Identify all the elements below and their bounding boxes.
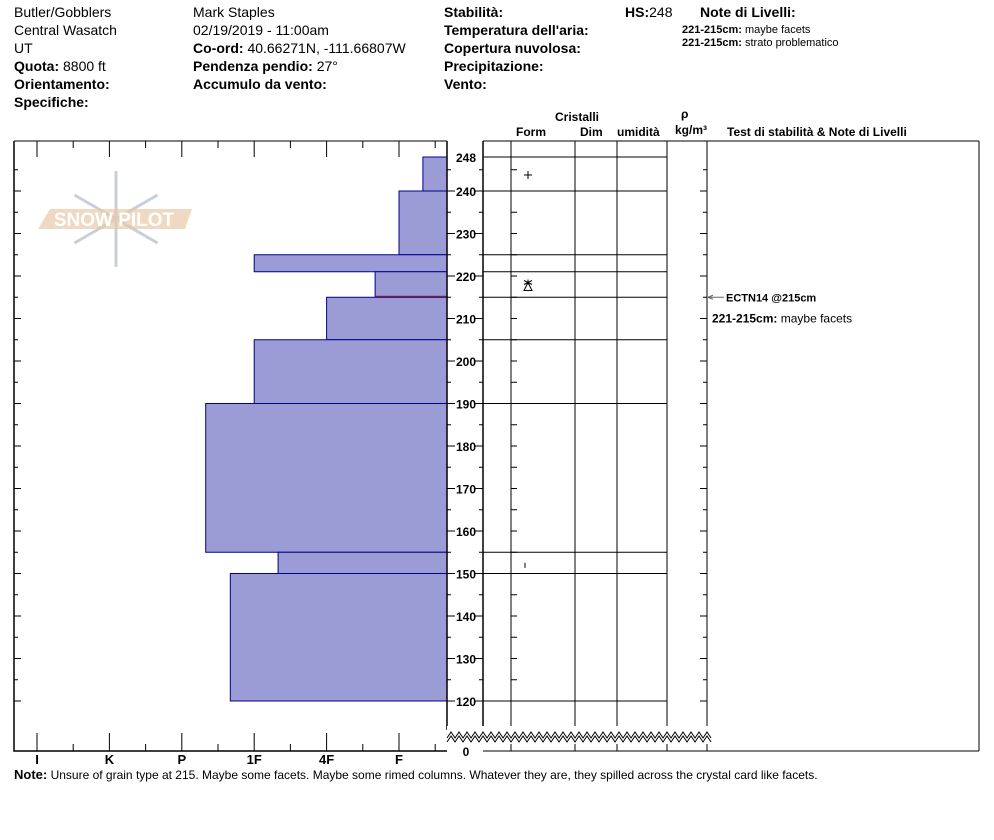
observer: Mark Staples: [193, 4, 275, 20]
hardness-bar: [253, 254, 448, 273]
footer-note: Note: Unsure of grain type at 215. Maybe…: [14, 767, 818, 782]
range: Central Wasatch: [14, 22, 117, 38]
snow-height: HS:248: [625, 4, 673, 20]
depth-label: 160: [456, 525, 476, 539]
depth-label: 180: [456, 440, 476, 454]
coordinates: Co-ord: 40.66271N, -111.66807W: [193, 40, 406, 56]
hardness-label: K: [105, 752, 115, 767]
hardness-bar: [253, 339, 448, 404]
moisture-header: umidità: [617, 125, 660, 139]
hardness-frame: [13, 141, 447, 752]
stability-test: ECTN14 @215cm: [726, 292, 816, 304]
form-header: Form: [516, 125, 546, 139]
layer-note-chart: 221-215cm: maybe facets: [712, 312, 852, 326]
axis-break: [446, 731, 712, 739]
hardness-bar: [205, 403, 448, 553]
precip-label: Precipitazione:: [444, 58, 544, 74]
logo-banner: [38, 209, 192, 229]
depth-label: 130: [456, 653, 476, 667]
hardness-bar: [277, 551, 448, 574]
depth-label: 120: [456, 695, 476, 709]
hardness-bar: [326, 296, 448, 341]
aspect-label: Orientamento:: [14, 76, 110, 92]
depth-label: 0: [463, 745, 470, 759]
density-header: kg/m³: [675, 123, 708, 137]
logo-text: SNOW PILOT: [54, 210, 175, 231]
depth-label: 220: [456, 270, 476, 284]
specifics-label: Specifiche:: [14, 94, 89, 110]
axis-break: [446, 735, 712, 743]
precipitation-particles-icon: [524, 171, 532, 179]
datetime: 02/19/2019 - 11:00am: [193, 22, 329, 38]
hardness-label: 1F: [247, 752, 262, 767]
depth-label: 190: [456, 398, 476, 412]
depth-label: 140: [456, 610, 476, 624]
hardness-label: 4F: [319, 752, 334, 767]
hardness-bar: [422, 156, 448, 192]
cloud-label: Copertura nuvolosa:: [444, 40, 581, 56]
wind-label: Vento:: [444, 76, 487, 92]
rho-header: ρ: [681, 107, 689, 121]
layer-note: 221-215cm: maybe facets: [682, 24, 811, 36]
depth-label: 240: [456, 185, 476, 199]
wind-loading-label: Accumulo da vento:: [193, 76, 327, 92]
air-temp-label: Temperatura dell'aria:: [444, 22, 589, 38]
depth-label: 150: [456, 568, 476, 582]
layer-notes-title: Note di Livelli:: [700, 4, 796, 20]
test-arrow-icon: [707, 294, 724, 300]
slope: Pendenza pendio: 27°: [193, 58, 338, 74]
location: Butler/Gobblers: [14, 4, 112, 20]
layer-note: 221-215cm: strato problematico: [682, 37, 839, 49]
tests-header: Test di stabilità & Note di Livelli: [727, 125, 907, 139]
elevation: Quota: 8800 ft: [14, 58, 106, 74]
hardness-label: P: [177, 752, 186, 767]
surface-hoar-icon: [523, 279, 533, 291]
stability-label: Stabilità:: [444, 4, 504, 20]
crystals-header: Cristalli: [555, 110, 600, 124]
hardness-bar: [398, 190, 448, 256]
depth-label: 210: [456, 313, 476, 327]
depth-label: 248: [456, 151, 476, 165]
size-header: Dim: [580, 125, 603, 139]
hardness-bar: [229, 573, 448, 702]
hardness-bar: [374, 271, 448, 298]
hardness-label: I: [35, 752, 39, 767]
depth-label: 170: [456, 483, 476, 497]
depth-label: 200: [456, 355, 476, 369]
hardness-label: F: [395, 752, 403, 767]
depth-label: 230: [456, 228, 476, 242]
state: UT: [14, 40, 33, 56]
